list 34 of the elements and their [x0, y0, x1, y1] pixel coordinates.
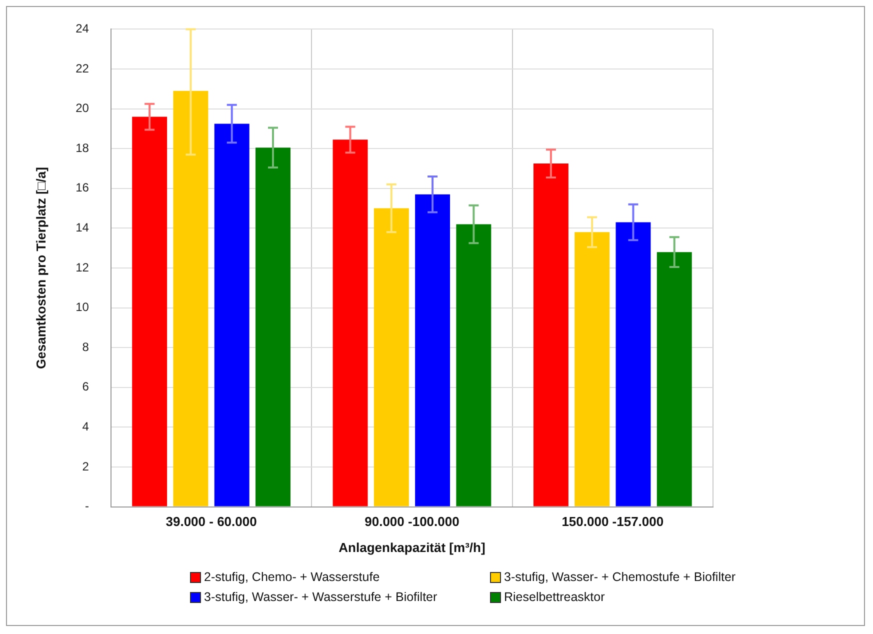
- bar: [616, 222, 651, 506]
- legend-label: 3-stufig, Wasser- + Chemostufe + Biofilter: [504, 570, 736, 584]
- y-tick-label: 8: [82, 340, 90, 354]
- bar: [533, 164, 568, 506]
- bar: [456, 224, 492, 506]
- y-tick-label: 4: [82, 420, 90, 434]
- bar: [332, 140, 368, 506]
- x-tick-label: 150.000 -157.000: [562, 514, 664, 530]
- y-tick-label: 10: [76, 300, 90, 314]
- y-tick-label: 14: [76, 220, 90, 235]
- bar: [574, 232, 610, 506]
- y-tick-label: 24: [76, 22, 90, 36]
- bar: [374, 208, 409, 506]
- y-tick-label: 22: [76, 61, 90, 76]
- x-tick-label: 39.000 - 60.000: [166, 514, 257, 530]
- bar: [415, 194, 450, 506]
- y-tick-label: 12: [76, 260, 90, 274]
- y-tick-label: 16: [76, 180, 90, 195]
- x-axis-title: Anlagenkapazität [m³/h]: [338, 540, 486, 555]
- y-axis-title: Gesamtkosten pro Tierplatz [□/a]: [33, 167, 48, 369]
- y-tick-label: 18: [76, 140, 90, 155]
- y-tick-label: 20: [76, 101, 90, 116]
- bar: [173, 90, 208, 506]
- x-tick-label: 90.000 -100.000: [364, 514, 460, 530]
- legend-label: 3-stufig, Wasser- + Wasserstufe + Biofilter: [204, 590, 438, 604]
- y-tick-label: 6: [82, 380, 90, 394]
- bar: [256, 148, 290, 506]
- legend-label: Rieselbettreasktor: [504, 590, 605, 604]
- y-tick-label: -: [84, 499, 89, 514]
- y-tick-label: 2: [82, 459, 90, 474]
- bar: [214, 124, 250, 506]
- legend-label: 2-stufig, Chemo- + Wasserstufe: [204, 570, 380, 584]
- bar: [656, 252, 692, 506]
- bar: [132, 116, 168, 506]
